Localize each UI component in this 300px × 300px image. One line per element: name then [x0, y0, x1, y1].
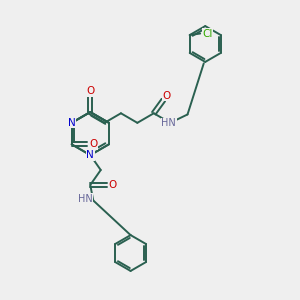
Text: O: O [162, 91, 170, 101]
Text: N: N [86, 150, 94, 160]
Text: Cl: Cl [202, 28, 213, 38]
Text: N: N [68, 118, 76, 128]
Text: HN: HN [77, 194, 92, 204]
Text: O: O [89, 139, 97, 149]
Text: HN: HN [161, 118, 176, 128]
Text: O: O [86, 86, 94, 96]
Text: O: O [109, 180, 117, 190]
